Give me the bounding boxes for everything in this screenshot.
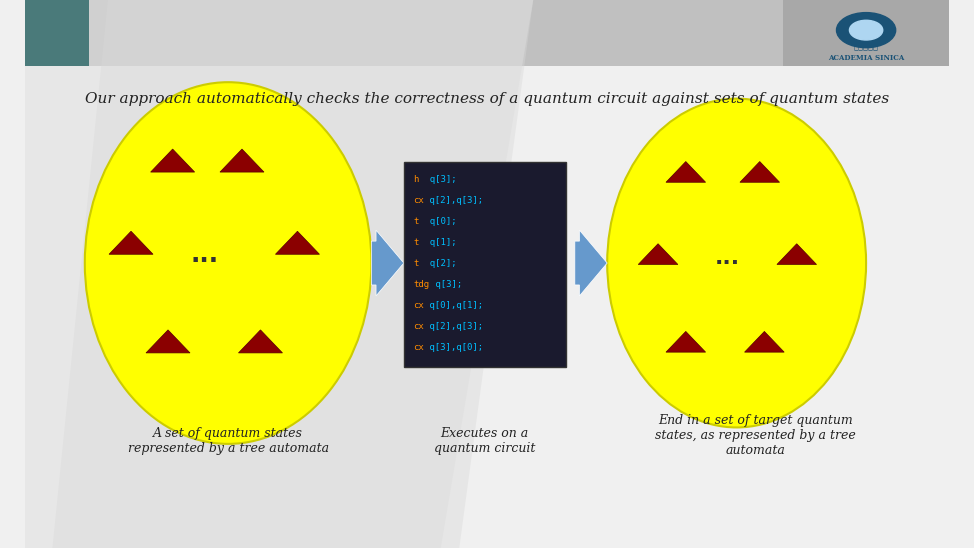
Polygon shape xyxy=(276,231,319,254)
Text: q[1];: q[1]; xyxy=(419,238,456,247)
Polygon shape xyxy=(777,244,816,265)
Text: q[3],q[0];: q[3],q[0]; xyxy=(424,343,483,352)
Polygon shape xyxy=(24,0,90,66)
Circle shape xyxy=(849,20,882,40)
Text: t: t xyxy=(413,238,419,247)
Text: t: t xyxy=(413,259,419,268)
Polygon shape xyxy=(744,332,784,352)
Text: t: t xyxy=(413,217,419,226)
Polygon shape xyxy=(146,330,190,353)
Text: A set of quantum states
represented by a tree automata: A set of quantum states represented by a… xyxy=(128,427,328,455)
Polygon shape xyxy=(666,332,705,352)
Text: Executes on a
quantum circuit: Executes on a quantum circuit xyxy=(433,427,535,455)
FancyBboxPatch shape xyxy=(783,0,950,66)
Text: q[0];: q[0]; xyxy=(419,217,456,226)
Text: q[2],q[3];: q[2],q[3]; xyxy=(424,196,483,205)
Polygon shape xyxy=(24,0,533,548)
Text: ...: ... xyxy=(715,248,740,267)
Polygon shape xyxy=(220,149,264,172)
FancyBboxPatch shape xyxy=(24,0,950,66)
Polygon shape xyxy=(740,162,779,182)
FancyArrow shape xyxy=(371,230,404,296)
Polygon shape xyxy=(151,149,195,172)
Text: tdg: tdg xyxy=(413,280,430,289)
Text: q[0],q[1];: q[0],q[1]; xyxy=(424,301,483,310)
Text: cx: cx xyxy=(413,301,424,310)
Polygon shape xyxy=(638,244,678,265)
FancyArrow shape xyxy=(575,230,607,296)
Ellipse shape xyxy=(607,99,866,427)
Text: q[2];: q[2]; xyxy=(419,259,456,268)
FancyBboxPatch shape xyxy=(404,162,566,367)
Text: End in a set of target quantum
states, as represented by a tree
automata: End in a set of target quantum states, a… xyxy=(655,414,855,457)
Polygon shape xyxy=(666,162,705,182)
Text: q[3];: q[3]; xyxy=(430,280,462,289)
Circle shape xyxy=(837,13,896,48)
Text: cx: cx xyxy=(413,196,424,205)
Text: cx: cx xyxy=(413,343,424,352)
Text: ACADEMIA SINICA: ACADEMIA SINICA xyxy=(828,54,904,61)
Text: h: h xyxy=(413,175,419,184)
Text: q[2],q[3];: q[2],q[3]; xyxy=(424,322,483,331)
Text: Our approach automatically checks the correctness of a quantum circuit against s: Our approach automatically checks the co… xyxy=(85,92,889,106)
Text: q[3];: q[3]; xyxy=(419,175,456,184)
Polygon shape xyxy=(53,0,533,548)
Polygon shape xyxy=(109,231,153,254)
Text: 中央研究院: 中央研究院 xyxy=(853,42,879,51)
Text: cx: cx xyxy=(413,322,424,331)
Polygon shape xyxy=(239,330,282,353)
Ellipse shape xyxy=(85,82,371,444)
Text: ...: ... xyxy=(191,243,219,267)
